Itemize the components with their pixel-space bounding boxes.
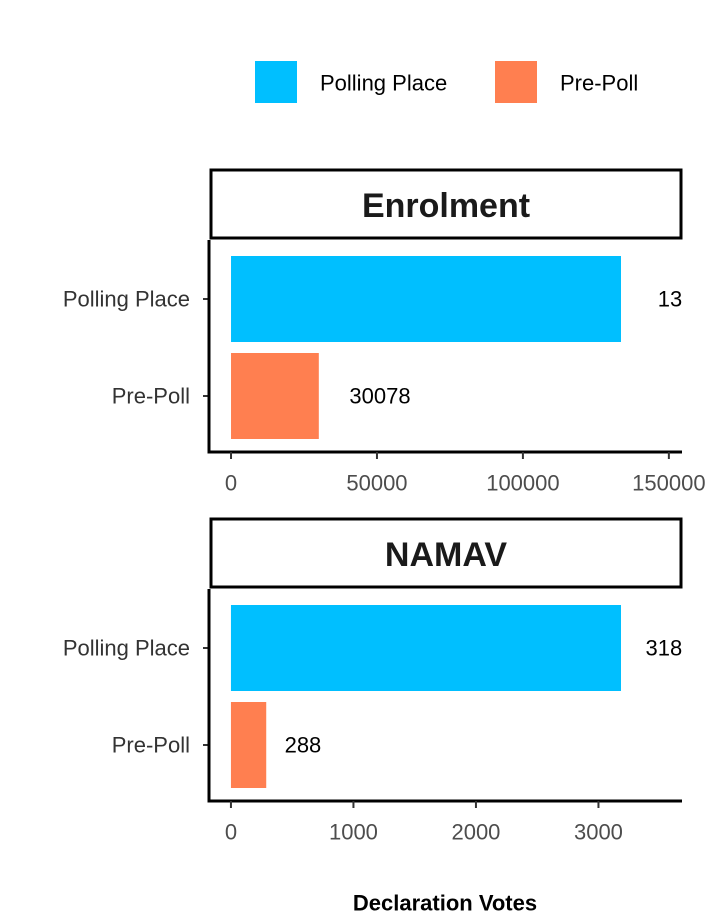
bar [230, 702, 267, 788]
x-axis-title: Declaration Votes [353, 891, 537, 916]
panel: 3184 288 [230, 605, 694, 788]
y-tick-label: Polling Place [63, 287, 190, 312]
x-tick-label: 0 [225, 820, 237, 845]
y-tick-label: Polling Place [63, 636, 190, 661]
bar [231, 353, 319, 439]
legend-swatch [495, 61, 537, 103]
x-tick-label: 1000 [329, 820, 378, 845]
x-tick-label: 3000 [574, 820, 623, 845]
x-tick-label: 2000 [451, 820, 500, 845]
facet-title: Enrolment [362, 187, 530, 225]
value-label: 30078 [349, 384, 410, 409]
value-label: 3184 [645, 636, 694, 661]
bar [231, 256, 621, 342]
facet-strip [209, 517, 683, 589]
legend-label: Polling Place [320, 71, 447, 96]
value-label: 288 [285, 733, 322, 758]
legend-swatch [255, 61, 297, 103]
bar [230, 605, 621, 691]
x-tick-label: 50000 [346, 471, 407, 496]
value-label: 133600 [658, 287, 720, 312]
facet-strip [209, 168, 683, 240]
x-tick-label: 150000 [632, 471, 705, 496]
y-tick-label: Pre-Poll [112, 733, 190, 758]
x-tick-label: 100000 [486, 471, 559, 496]
legend-label: Pre-Poll [560, 71, 638, 96]
x-tick-label: 0 [225, 471, 237, 496]
panel: 133600 30078 [231, 256, 720, 439]
facet-title: NAMAV [385, 536, 507, 574]
y-tick-label: Pre-Poll [112, 384, 190, 409]
